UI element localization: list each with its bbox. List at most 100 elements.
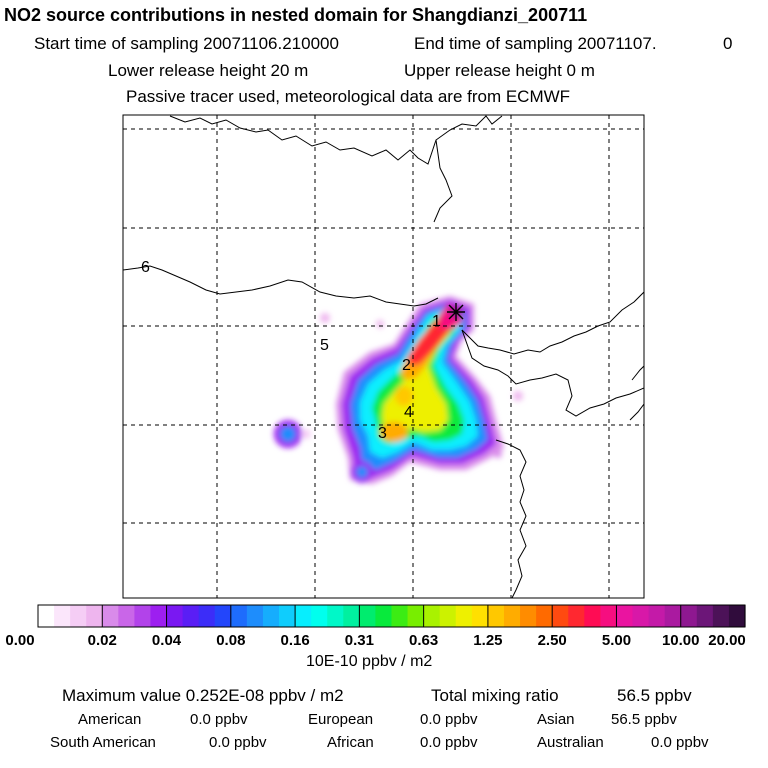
end-time-suffix: 0 xyxy=(723,34,733,53)
region-value-australian: 0.0 ppbv xyxy=(651,734,709,751)
colorbar-tick-label: 0.04 xyxy=(151,632,182,649)
boundaries xyxy=(123,115,644,598)
colorbar-swatch xyxy=(423,605,441,627)
blob-south-core xyxy=(356,466,368,478)
colorbar-swatch xyxy=(214,605,232,627)
blob-north-faint xyxy=(376,320,384,328)
colorbar-swatch xyxy=(295,605,312,627)
region-value-american: 0.0 ppbv xyxy=(190,711,248,728)
colorbar-swatch xyxy=(262,605,280,627)
region-value-european: 0.0 ppbv xyxy=(420,711,478,728)
colorbar-tick-label: 1.25 xyxy=(473,632,503,649)
colorbar-swatch xyxy=(54,605,71,627)
colorbar-swatch xyxy=(118,605,136,627)
colorbar-swatch xyxy=(696,605,714,627)
start-time-label: Start time of sampling 20071106.210000 xyxy=(34,34,339,53)
colorbar-swatch xyxy=(616,605,634,627)
graticule xyxy=(123,115,644,598)
mongolia-border xyxy=(123,265,439,307)
colorbar-tick-label: 0.02 xyxy=(87,632,117,649)
korea-coast xyxy=(629,365,644,421)
colorbar-swatch xyxy=(487,605,505,627)
colorbar-swatch xyxy=(327,605,344,627)
colorbar-tick-label: 0.63 xyxy=(409,632,439,649)
colorbar-swatch xyxy=(503,605,521,627)
region-label-1: 1 xyxy=(432,313,441,330)
colorbar-swatch xyxy=(198,605,216,627)
region-label-2: 2 xyxy=(402,357,411,374)
blob-southeast-faint xyxy=(494,450,502,458)
colorbar-swatch xyxy=(680,605,698,627)
total-mixing-ratio-value: 56.5 ppbv xyxy=(617,686,692,705)
colorbar-tick-label: 5.00 xyxy=(601,632,632,649)
colorbar-swatch xyxy=(439,605,457,627)
colorbar-swatch xyxy=(166,605,184,627)
colorbar-swatch xyxy=(552,605,569,627)
colorbar-swatch xyxy=(375,605,393,627)
colorbar-swatch xyxy=(407,605,425,627)
colorbar-swatch xyxy=(70,605,87,627)
colorbar-swatch xyxy=(584,605,601,627)
colorbar-swatch xyxy=(600,605,618,627)
colorbar-tick-label: 0.08 xyxy=(216,632,246,649)
colorbar-swatch xyxy=(568,605,585,627)
region-name-south-american: South American xyxy=(50,734,156,751)
max-value-label: Maximum value 0.252E-08 ppbv / m2 xyxy=(62,686,344,705)
region-label-4: 4 xyxy=(404,404,413,421)
colorbar-tick-label: 2.50 xyxy=(537,632,567,649)
coastline-bay xyxy=(461,329,644,417)
colorbar-swatch xyxy=(279,605,296,627)
northern-border xyxy=(169,115,503,165)
upper-release-height: Upper release height 0 m xyxy=(404,61,595,80)
region-label-6: 6 xyxy=(141,259,150,276)
colorbar-swatch xyxy=(102,605,119,627)
map-frame xyxy=(122,114,645,599)
region-name-african: African xyxy=(327,734,374,751)
coastline-shandong xyxy=(495,439,527,598)
colorbar-swatch xyxy=(648,605,666,627)
colorbar-tick-label: 20.00 xyxy=(708,632,746,649)
plume-orange-blob-mid xyxy=(395,386,413,406)
region-name-american: American xyxy=(78,711,142,728)
tracer-note: Passive tracer used, meteorological data… xyxy=(126,87,571,106)
blob-east-faint xyxy=(513,391,523,401)
colorbar-frame xyxy=(37,604,746,628)
end-time-label: End time of sampling 20071107. xyxy=(414,34,657,53)
colorbar-swatch xyxy=(712,605,730,627)
colorbar-tick-label: 0.00 xyxy=(5,632,35,649)
plume-orange-blob-south xyxy=(380,422,408,442)
colorbar-swatch xyxy=(182,605,200,627)
colorbar-swatch xyxy=(311,605,328,627)
colorbar-swatch xyxy=(343,605,360,627)
blob-northwest-faint xyxy=(320,313,330,323)
colorbar xyxy=(37,604,746,628)
colorbar-swatch xyxy=(632,605,650,627)
lower-release-height: Lower release height 20 m xyxy=(108,61,309,80)
colorbar-swatch xyxy=(664,605,682,627)
plot-title: NO2 source contributions in nested domai… xyxy=(4,5,588,25)
region-name-australian: Australian xyxy=(537,734,604,751)
colorbar-swatch xyxy=(150,605,168,627)
coastline-bohai xyxy=(461,291,644,355)
colorbar-swatch xyxy=(38,605,55,627)
colorbar-tick-label: 0.31 xyxy=(344,632,374,649)
region-value-asian: 56.5 ppbv xyxy=(611,711,677,728)
colorbar-swatch xyxy=(520,605,537,627)
total-mixing-ratio-label: Total mixing ratio xyxy=(431,686,559,705)
colorbar-swatch xyxy=(536,605,553,627)
colorbar-swatch xyxy=(134,605,152,627)
blob-west-core xyxy=(280,426,296,442)
region-number-labels: 1 2 3 4 5 6 xyxy=(141,259,441,442)
region-label-3: 3 xyxy=(378,425,387,442)
region-value-african: 0.0 ppbv xyxy=(420,734,478,751)
colorbar-swatch xyxy=(86,605,103,627)
colorbar-swatch xyxy=(471,605,489,627)
colorbar-tick-label: 0.16 xyxy=(280,632,310,649)
colorbar-unit-label: 10E-10 ppbv / m2 xyxy=(306,653,433,670)
blob-west-tail xyxy=(301,429,311,439)
plume-layer xyxy=(274,296,523,484)
colorbar-swatch xyxy=(728,605,746,627)
colorbar-tick-label: 10.00 xyxy=(661,632,700,649)
region-value-south-american: 0.0 ppbv xyxy=(209,734,267,751)
